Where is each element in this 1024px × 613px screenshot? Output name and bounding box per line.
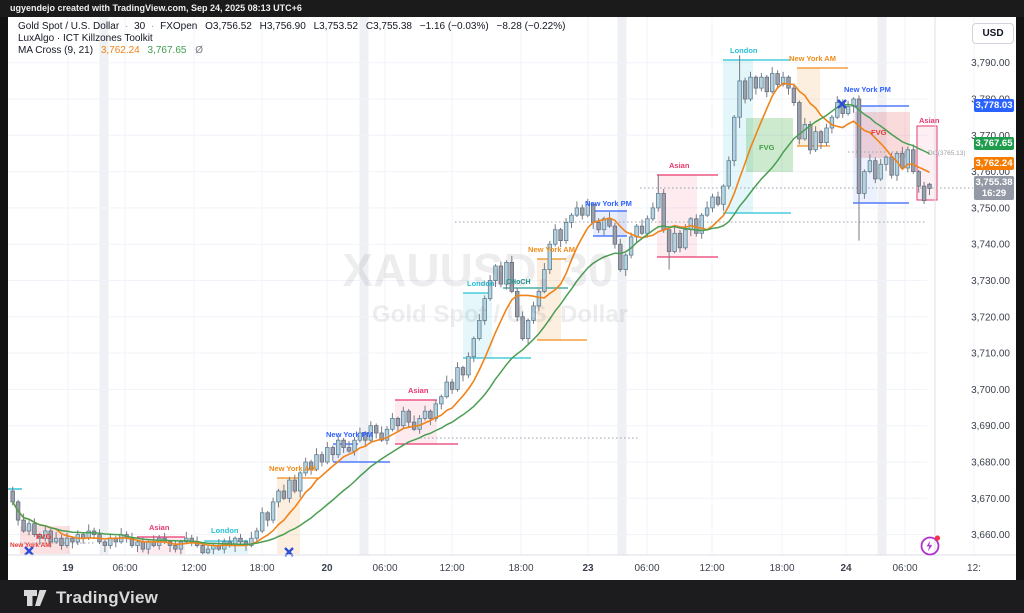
events-icon[interactable] [918, 532, 944, 563]
price-tick-label: 3,770.00 [971, 131, 1010, 142]
session-label-asian-24: Asian [919, 116, 940, 125]
low-value: L3,753.52 [313, 21, 359, 32]
time-tick-label: 20 [321, 563, 333, 574]
attribution-bar: ugyendejo created with TradingView.com, … [0, 0, 1024, 17]
price-tick-label: 3,690.00 [971, 421, 1010, 432]
session-label-ny-am-23: New York AM [789, 54, 836, 63]
indicator-row-ma-cross[interactable]: MA Cross (9, 21) 3,762.24 3,767.65 Ø [18, 45, 565, 56]
tradingview-logo-icon [24, 590, 47, 606]
time-tick-label: 12:00 [181, 563, 206, 574]
session-label-ny-am-19: New York AM [269, 464, 316, 473]
price-tick-label: 3,670.00 [971, 494, 1010, 505]
time-tick-label: 18:00 [769, 563, 794, 574]
ma-slow-badge: 3,767.65 [974, 136, 1014, 150]
session-label-fvg-ny-18: FVG [36, 532, 52, 541]
time-tick-label: 23 [582, 563, 594, 574]
interval-value[interactable]: 30 [134, 21, 146, 32]
events-circle [920, 536, 940, 556]
high-value: H3,756.90 [259, 21, 306, 32]
ma-cross-hidden-icon[interactable]: Ø [195, 45, 204, 56]
time-tick-label: 06:00 [892, 563, 917, 574]
session-label-london-20: London [467, 279, 495, 288]
ma-fast-value: 3,762.24 [100, 45, 140, 56]
price-tick-label: 3,700.00 [971, 385, 1010, 396]
time-tick-label: 06:00 [112, 563, 137, 574]
time-tick-label: 18:00 [249, 563, 274, 574]
ma-lines [12, 82, 930, 547]
bar-countdown: 16:29 [981, 188, 1007, 200]
time-tick-label: 12: [967, 563, 981, 574]
price-tick-label: 3,760.00 [971, 167, 1010, 178]
time-tick-label: 19 [62, 563, 74, 574]
time-tick-label: 24 [840, 563, 852, 574]
chart-legend: Gold Spot / U.S. Dollar · 30 · FXOpen O3… [18, 21, 565, 57]
axis-layer[interactable]: 3,790.003,780.003,770.003,760.003,750.00… [8, 17, 1016, 574]
time-tick-label: 12:00 [439, 563, 464, 574]
open-value: O3,756.52 [205, 21, 252, 32]
alert-price-badge: 3,778.03 [974, 99, 1014, 113]
price-tick-label: 3,710.00 [971, 349, 1010, 360]
notification-dot [934, 535, 941, 541]
session-label-asian-20: Asian [408, 386, 429, 395]
symbol-title[interactable]: Gold Spot / U.S. Dollar [18, 21, 120, 32]
time-tick-label: 18:00 [508, 563, 533, 574]
symbol-row[interactable]: Gold Spot / U.S. Dollar · 30 · FXOpen O3… [18, 21, 566, 32]
session-label-ny-am-20: New York AM [528, 245, 575, 254]
daily-open-label: DO(3765.13) [928, 150, 966, 157]
session-label-ny-am-18: New York AM [10, 542, 51, 549]
session-label-ny-pm-20: New York PM [585, 199, 632, 208]
time-tick-label: 12:00 [699, 563, 724, 574]
session-label-fvg-24: FVG [871, 128, 887, 137]
price-tick-label: 3,740.00 [971, 240, 1010, 251]
gridlines [8, 17, 975, 555]
price-tick-label: 3,680.00 [971, 458, 1010, 469]
lightning-icon [926, 541, 933, 552]
session-label-ny-pm-23: New York PM [844, 85, 891, 94]
price-tick-label: 3,790.00 [971, 58, 1010, 69]
tradingview-brand-text: TradingView [56, 588, 159, 607]
currency-button[interactable]: USD [972, 23, 1014, 44]
exchange-name: FXOpen [160, 21, 198, 32]
session-label-london-19: London [211, 526, 239, 535]
footer-bar: TradingView [0, 580, 1024, 613]
change-value: −1.16 (−0.03%) [419, 21, 489, 32]
change-points-value: −8.28 (−0.22%) [496, 21, 566, 32]
close-value: C3,755.38 [365, 21, 412, 32]
price-tick-label: 3,750.00 [971, 203, 1010, 214]
ma-fast-badge: 3,762.24 [974, 156, 1014, 170]
price-tick-label: 3,720.00 [971, 312, 1010, 323]
last-price-badge: 3,755.38 16:29 [974, 176, 1014, 201]
session-label-asian-19: Asian [149, 523, 170, 532]
time-tick-label: 06:00 [372, 563, 397, 574]
chart-pane[interactable]: DO(3765.13) FVG New York AM Asian London New … [8, 17, 1016, 580]
price-tick-label: 3,730.00 [971, 276, 1010, 287]
watermark-symbol: XAUUSD, 30 [342, 244, 614, 296]
session-label-asian-23: Asian [669, 161, 690, 170]
ma-slow-value: 3,767.65 [147, 45, 187, 56]
tradingview-logo[interactable]: TradingView [22, 586, 158, 610]
time-tick-label: 06:00 [634, 563, 659, 574]
session-label-ny-pm-19: New York PM [326, 430, 373, 439]
attribution-text: ugyendejo created with TradingView.com, … [10, 3, 302, 13]
ma-cross-name: MA Cross (9, 21) [18, 45, 94, 56]
watermark-description: Gold Spot / U.S. Dollar [371, 301, 629, 328]
price-tick-label: 3,660.00 [971, 530, 1010, 541]
indicator-row-killzones[interactable]: LuxAlgo · ICT Killzones Toolkit [18, 33, 153, 44]
choch-label: CHoCH [506, 279, 531, 286]
session-break-bands [99, 17, 887, 555]
session-label-fvg-23: FVG [759, 143, 775, 152]
session-label-london-23: London [730, 46, 758, 55]
